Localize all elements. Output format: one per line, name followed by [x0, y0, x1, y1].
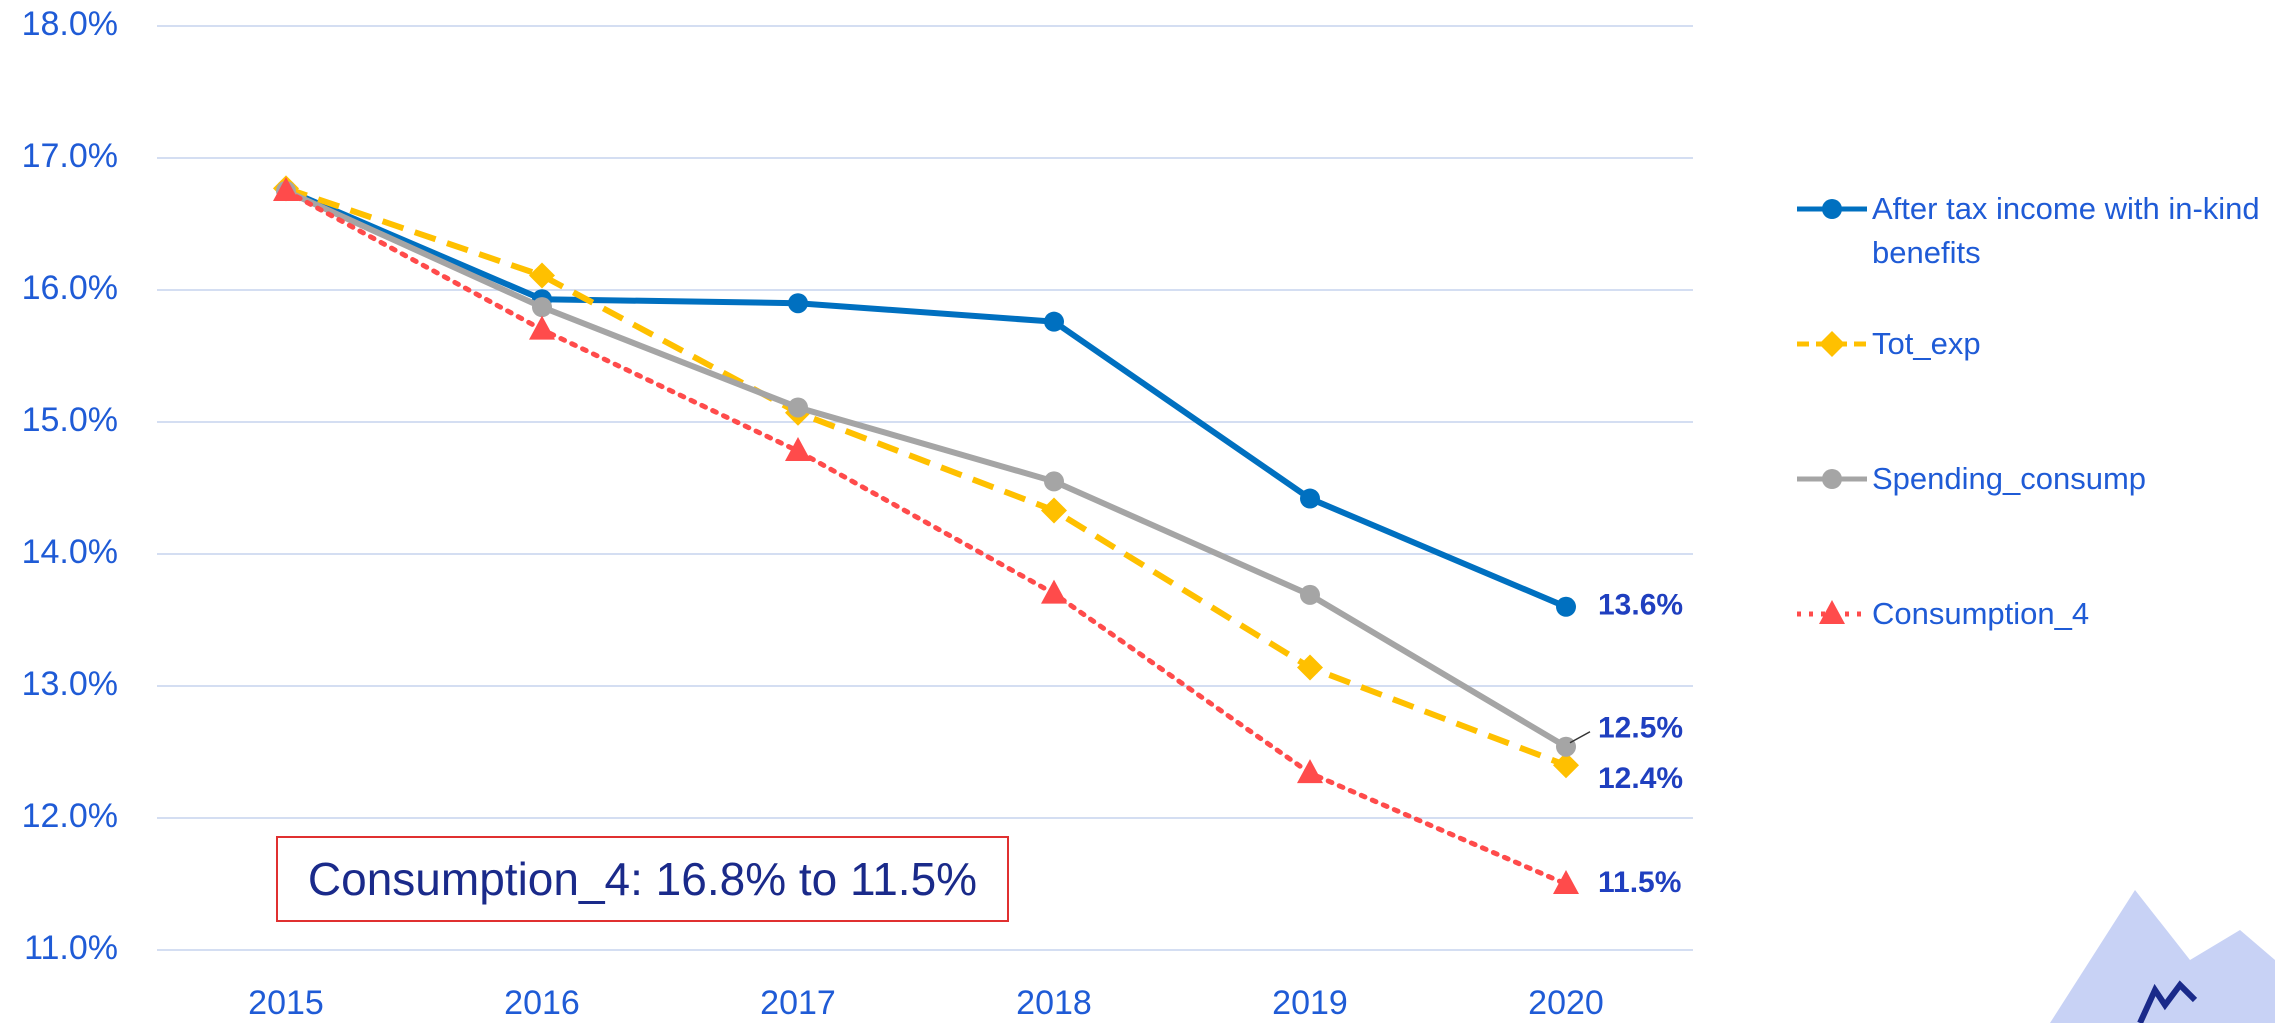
marker — [273, 177, 299, 201]
series-line — [284, 186, 1568, 610]
annotation: Consumption_4: 16.8% to 11.5% — [276, 836, 1009, 922]
marker — [1822, 469, 1842, 489]
series: 11.5% — [273, 177, 1681, 899]
y-tick-label: 12.0% — [22, 797, 118, 835]
series-line — [283, 188, 1569, 887]
marker — [1044, 471, 1064, 492]
marker — [1553, 870, 1579, 894]
leader-line — [1569, 731, 1591, 744]
legend-label: Tot_exp — [1872, 326, 1981, 361]
x-tick-label: 2020 — [1528, 984, 1604, 1022]
marker — [529, 262, 555, 289]
marker — [1553, 752, 1579, 779]
x-tick-label: 2016 — [504, 984, 580, 1022]
data-label: 12.5% — [1598, 712, 1683, 745]
legend-label: After tax income with in-kind benefits — [1872, 191, 2260, 270]
marker — [1822, 199, 1842, 219]
data-label: 13.6% — [1598, 589, 1683, 622]
legend-item: Consumption_4 — [1795, 592, 2262, 636]
marker — [1041, 579, 1067, 604]
series-line — [285, 185, 1568, 769]
marker — [532, 297, 552, 318]
x-tick-label: 2019 — [1272, 984, 1348, 1022]
marker — [785, 437, 811, 462]
legend-item: Spending_consump — [1795, 457, 2262, 501]
x-tick-label: 2017 — [760, 984, 836, 1022]
marker — [1300, 584, 1320, 605]
marker — [1044, 311, 1064, 332]
marker — [1297, 759, 1323, 784]
y-tick-label: 15.0% — [22, 401, 118, 439]
legend-swatch — [1797, 469, 1867, 489]
marker — [788, 397, 808, 418]
legend-item: Tot_exp — [1795, 322, 2262, 366]
y-tick-label: 13.0% — [22, 665, 118, 703]
legend-swatch — [1797, 600, 1867, 624]
marker — [1819, 600, 1845, 624]
data-label: 12.4% — [1598, 762, 1683, 795]
data-label: 11.5% — [1598, 866, 1681, 899]
logo-mark — [2137, 980, 2198, 1023]
marker — [1556, 736, 1576, 757]
y-tick-label: 16.0% — [22, 269, 118, 307]
series: 13.6% — [276, 179, 1683, 622]
legend-label: Spending_consump — [1872, 461, 2147, 496]
series: 12.4% — [273, 175, 1683, 795]
marker — [1041, 497, 1067, 524]
marker — [788, 293, 808, 314]
y-tick-label: 11.0% — [24, 929, 118, 967]
marker — [1300, 488, 1320, 509]
marker — [1556, 596, 1576, 617]
x-tick-label: 2018 — [1016, 984, 1092, 1022]
y-tick-label: 14.0% — [22, 533, 118, 571]
marker — [1819, 331, 1845, 357]
x-tick-label: 2015 — [248, 984, 324, 1022]
legend-label: Consumption_4 — [1872, 596, 2090, 631]
series: 12.5% — [276, 181, 1683, 757]
y-tick-label: 17.0% — [22, 137, 118, 175]
legend-swatch — [1797, 199, 1867, 219]
marker — [529, 315, 555, 340]
legend-item: After tax income with in-kind benefits — [1795, 187, 2262, 275]
logo — [2050, 890, 2275, 1023]
legend-swatch — [1797, 331, 1867, 357]
series-line — [284, 188, 1568, 750]
marker — [1297, 654, 1323, 681]
y-tick-label: 18.0% — [22, 5, 118, 43]
